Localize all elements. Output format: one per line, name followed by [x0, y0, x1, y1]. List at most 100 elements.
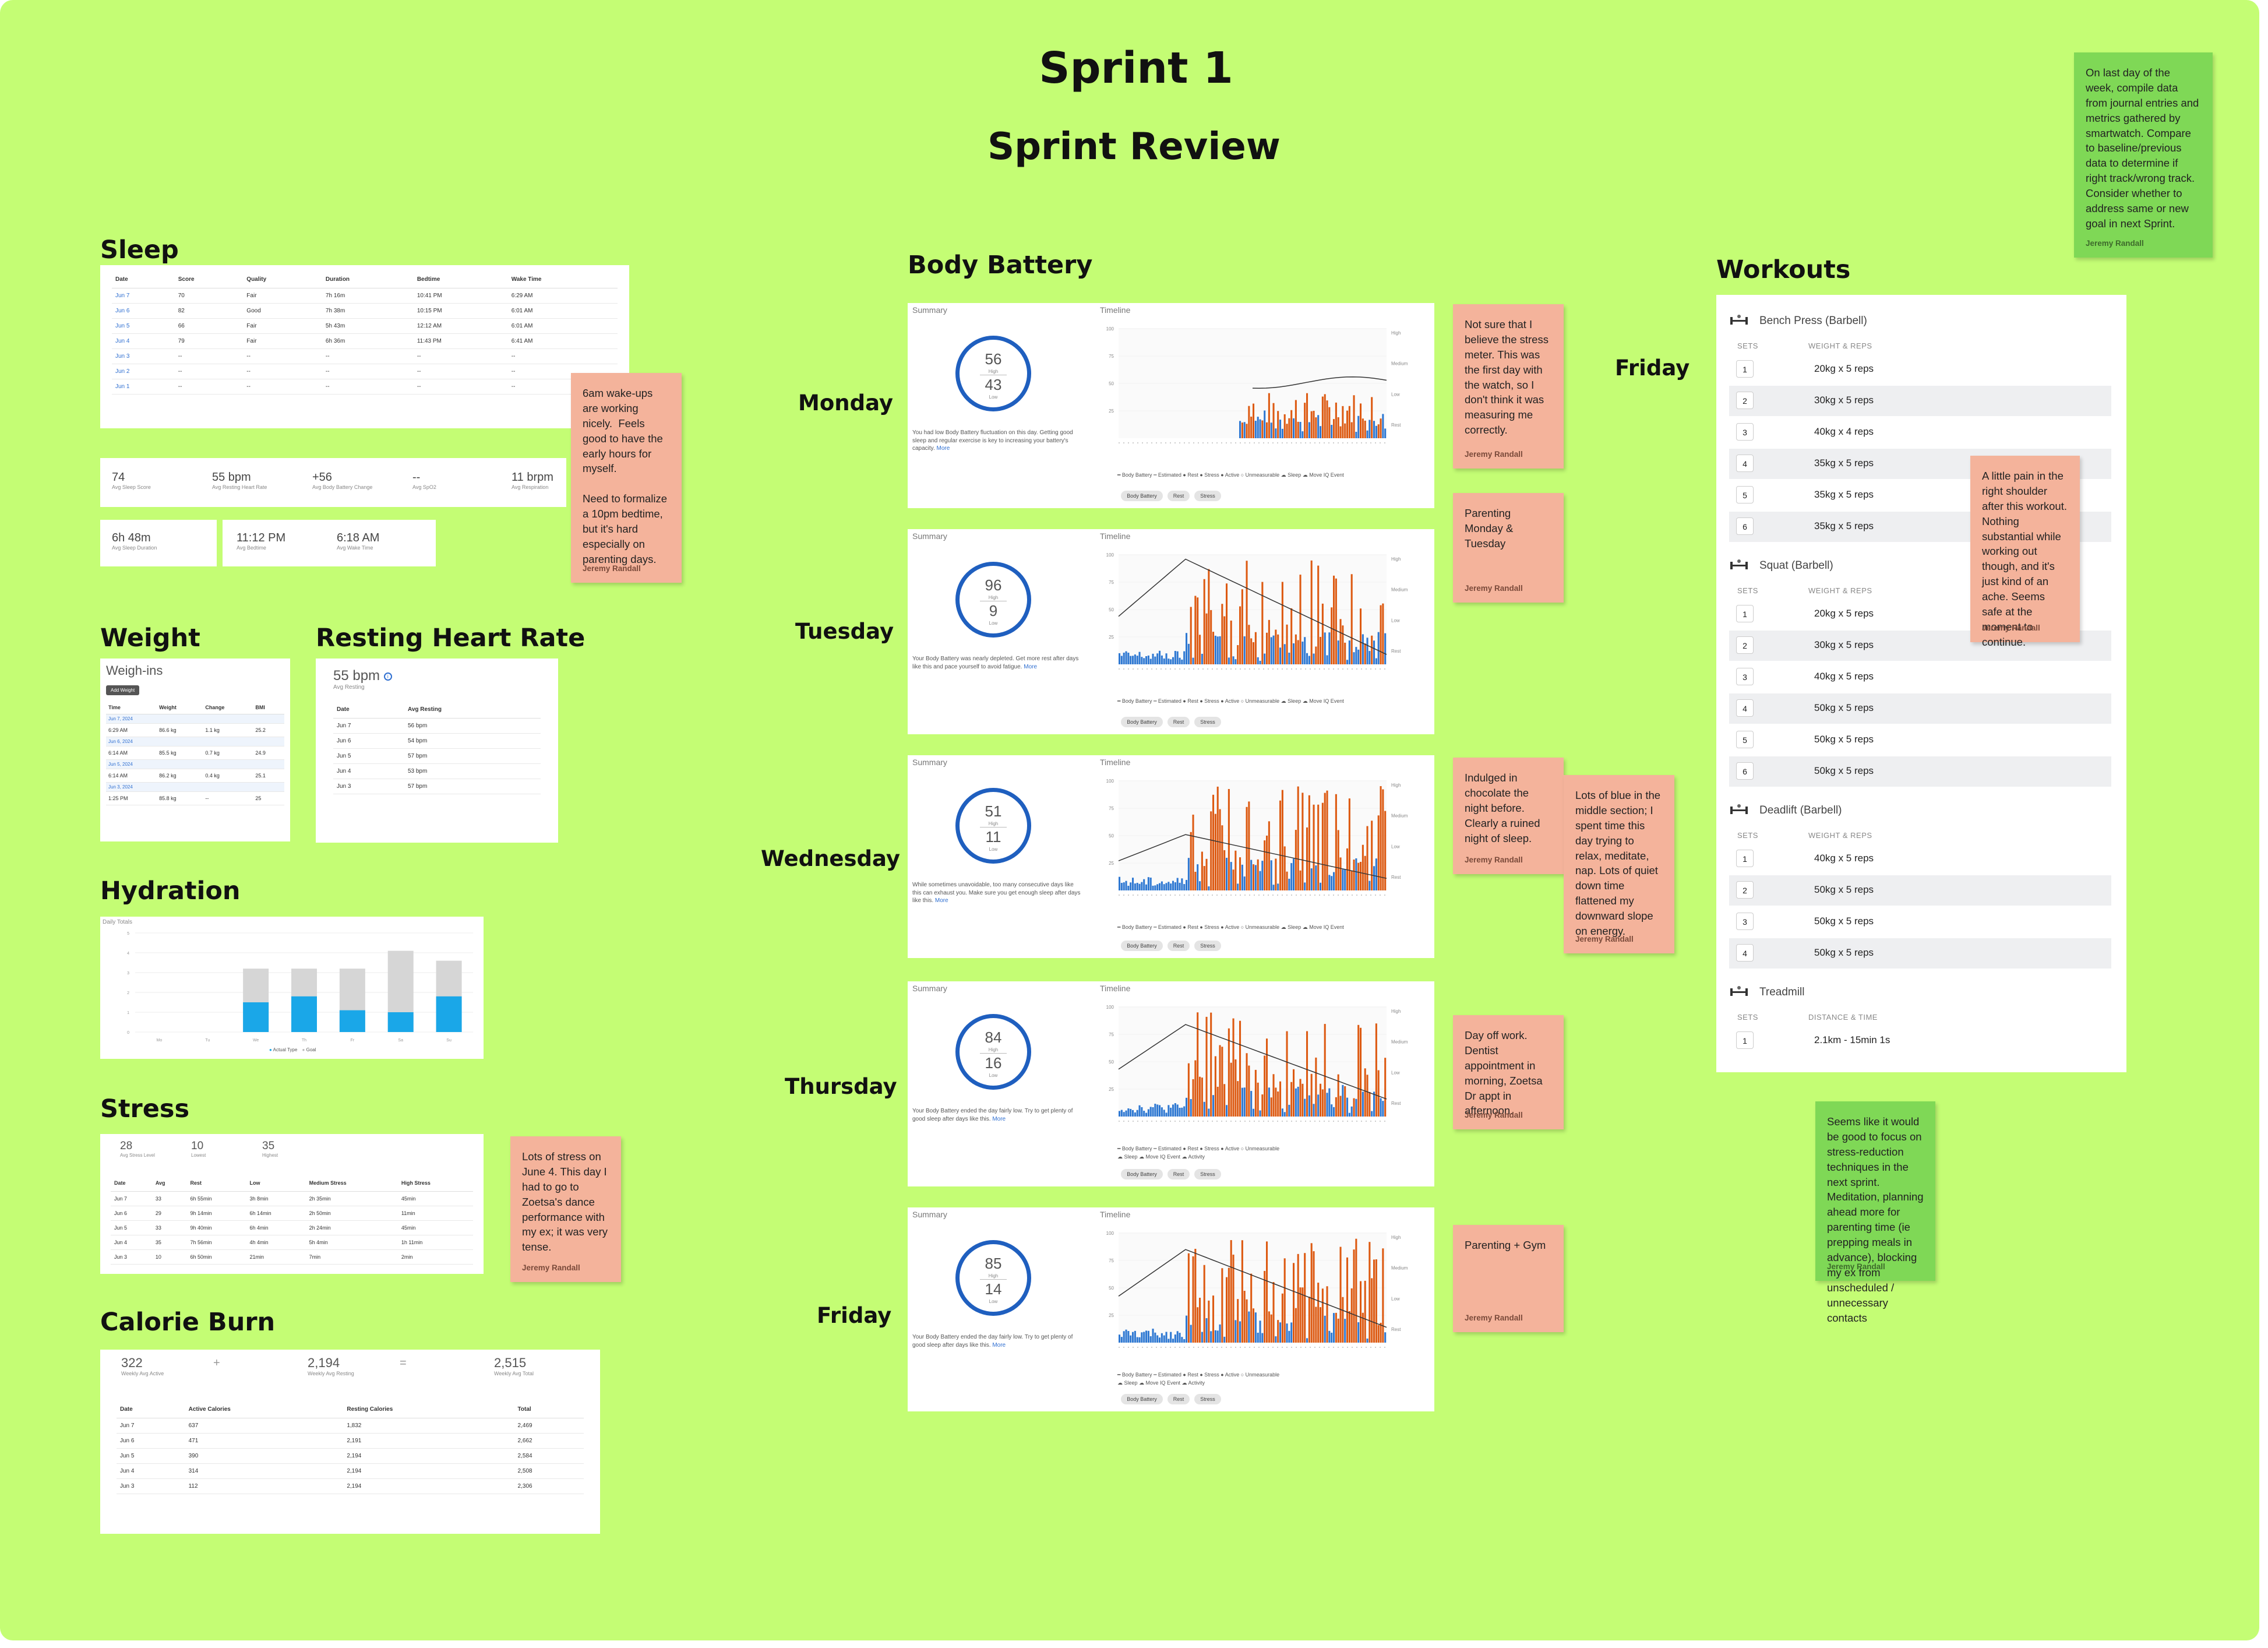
- table-header: Active Calories: [185, 1401, 344, 1418]
- toggle-body-battery[interactable]: Body Battery: [1121, 1394, 1163, 1404]
- y-tick-label: 25: [1109, 861, 1114, 866]
- rest-bar: [1119, 653, 1121, 664]
- more-link[interactable]: More: [1024, 663, 1038, 670]
- table-cell: Jun 4: [111, 1235, 152, 1250]
- bb-high-value: 96: [985, 576, 1002, 594]
- toggle-stress[interactable]: Stress: [1194, 1169, 1221, 1179]
- stress-bar: [1337, 1074, 1339, 1117]
- set-row: 6 50kg x 5 reps: [1729, 756, 2111, 787]
- stress-bar: [1297, 786, 1299, 890]
- rest-bar: [1368, 420, 1371, 438]
- treadmill-icon: [1729, 984, 1749, 1001]
- stress-bar: [1293, 1263, 1295, 1343]
- more-link[interactable]: More: [934, 897, 948, 904]
- toggle-body-battery[interactable]: Body Battery: [1121, 717, 1163, 727]
- table-header: Date: [112, 271, 175, 288]
- stress-bar: [1337, 830, 1339, 890]
- toggle-stress[interactable]: Stress: [1194, 491, 1221, 501]
- body-battery-ring: 96 High 9 Low: [955, 562, 1031, 638]
- day-label-thursday: Thursday: [785, 1074, 897, 1099]
- rest-bar: [1183, 651, 1186, 664]
- toggle-rest[interactable]: Rest: [1167, 1169, 1190, 1179]
- timeline-legend-2: ☁ Sleep ☁ Move IQ Event ☁ Activity: [1117, 1380, 1205, 1386]
- stress-bar: [1299, 1287, 1301, 1343]
- more-link[interactable]: More: [992, 1341, 1006, 1348]
- rest-bar: [1288, 1104, 1290, 1117]
- rest-bar: [1127, 1330, 1130, 1343]
- rest-bar: [1333, 1313, 1335, 1343]
- stress-bar: [1384, 1058, 1387, 1117]
- table-cell: --: [243, 348, 322, 364]
- stress-bar: [1313, 1251, 1315, 1343]
- table-row: Jun 3, 2024: [106, 782, 284, 792]
- more-link[interactable]: More: [992, 1115, 1006, 1122]
- rest-bar: [1125, 651, 1127, 664]
- bb-high-label: High: [988, 595, 999, 600]
- rest-bar: [1170, 1332, 1172, 1343]
- rest-bar: [1132, 1110, 1134, 1117]
- rest-bar: [1333, 1107, 1335, 1117]
- toggle-stress[interactable]: Stress: [1194, 717, 1221, 727]
- add-weight-button[interactable]: Add Weight: [106, 685, 140, 695]
- table-cell: 33: [151, 1191, 187, 1206]
- rest-bar: [1254, 421, 1257, 438]
- rest-bar: [1219, 636, 1221, 664]
- stress-bar: [1301, 1083, 1304, 1117]
- rest-bar: [1179, 1333, 1181, 1343]
- x-tick-label: Mo: [157, 1038, 163, 1043]
- y-tick-label: 75: [1109, 354, 1114, 359]
- set-value: 40kg x 5 reps: [1814, 671, 1874, 682]
- rest-bar: [1310, 868, 1313, 890]
- stress-bar: [1212, 1295, 1215, 1343]
- more-link[interactable]: More: [936, 445, 950, 452]
- rest-bar: [1288, 878, 1290, 890]
- rest-bar: [1384, 428, 1387, 438]
- table-row: Jun 7 56 bpm: [333, 718, 541, 734]
- rest-bar: [1186, 880, 1188, 890]
- rest-bar: [1264, 410, 1266, 438]
- bb-low-value: 11: [985, 828, 1001, 846]
- toggle-rest[interactable]: Rest: [1167, 717, 1190, 727]
- rest-bar: [1172, 1339, 1174, 1343]
- table-cell: 3h 8min: [246, 1191, 306, 1206]
- stress-bar: [1250, 1273, 1253, 1343]
- rest-bar: [1120, 883, 1123, 890]
- stress-bar: [1315, 1307, 1317, 1343]
- body-battery-ring: 56 High 43 Low: [955, 336, 1031, 411]
- y-tick-label: 25: [1109, 409, 1114, 414]
- stress-heading: Stress: [100, 1094, 190, 1124]
- stress-bar: [1299, 575, 1301, 664]
- toggle-body-battery[interactable]: Body Battery: [1121, 1169, 1163, 1179]
- rest-bar: [1119, 1111, 1121, 1117]
- rest-bar: [1361, 634, 1364, 664]
- toggle-stress[interactable]: Stress: [1194, 941, 1221, 951]
- stress-bar: [1223, 1084, 1226, 1117]
- rest-bar: [1172, 657, 1174, 664]
- rest-bar: [1170, 659, 1172, 664]
- toggle-rest[interactable]: Rest: [1167, 491, 1190, 501]
- day-label-monday: Monday: [798, 390, 894, 415]
- rest-bar: [1382, 414, 1384, 438]
- rest-bar: [1201, 653, 1203, 664]
- toggle-body-battery[interactable]: Body Battery: [1121, 941, 1163, 951]
- toggle-body-battery[interactable]: Body Battery: [1121, 491, 1163, 501]
- table-cell: 2,194: [343, 1478, 514, 1494]
- rest-bar: [1270, 422, 1272, 438]
- level-label: Low: [1391, 1296, 1400, 1301]
- level-label: Rest: [1391, 1327, 1401, 1332]
- toggle-stress[interactable]: Stress: [1194, 1394, 1221, 1404]
- body-battery-timeline-chart: 100 75 50 25 High Medium Low Rest: [1106, 552, 1408, 670]
- toggle-rest[interactable]: Rest: [1167, 1394, 1190, 1404]
- hydration-actual-bar: [243, 1002, 269, 1032]
- sleep-table: Date Score Quality Duration Bedtime Wake Time…: [112, 271, 618, 395]
- hydration-panel: Daily Totals 0 1 2 3 4 5 Mo Tu We Th Fr Sa Su ● Actu…: [100, 917, 484, 1059]
- stress-bar: [1293, 1069, 1295, 1117]
- bb-high-value: 84: [985, 1029, 1002, 1046]
- rest-bar: [1331, 1332, 1333, 1343]
- table-cell: 5h 4min: [305, 1235, 398, 1250]
- table-cell: 57 bpm: [404, 748, 541, 764]
- stress-bar: [1205, 1016, 1208, 1117]
- table-cell: 45min: [397, 1191, 473, 1206]
- stress-bar: [1371, 1278, 1373, 1343]
- toggle-rest[interactable]: Rest: [1167, 941, 1190, 951]
